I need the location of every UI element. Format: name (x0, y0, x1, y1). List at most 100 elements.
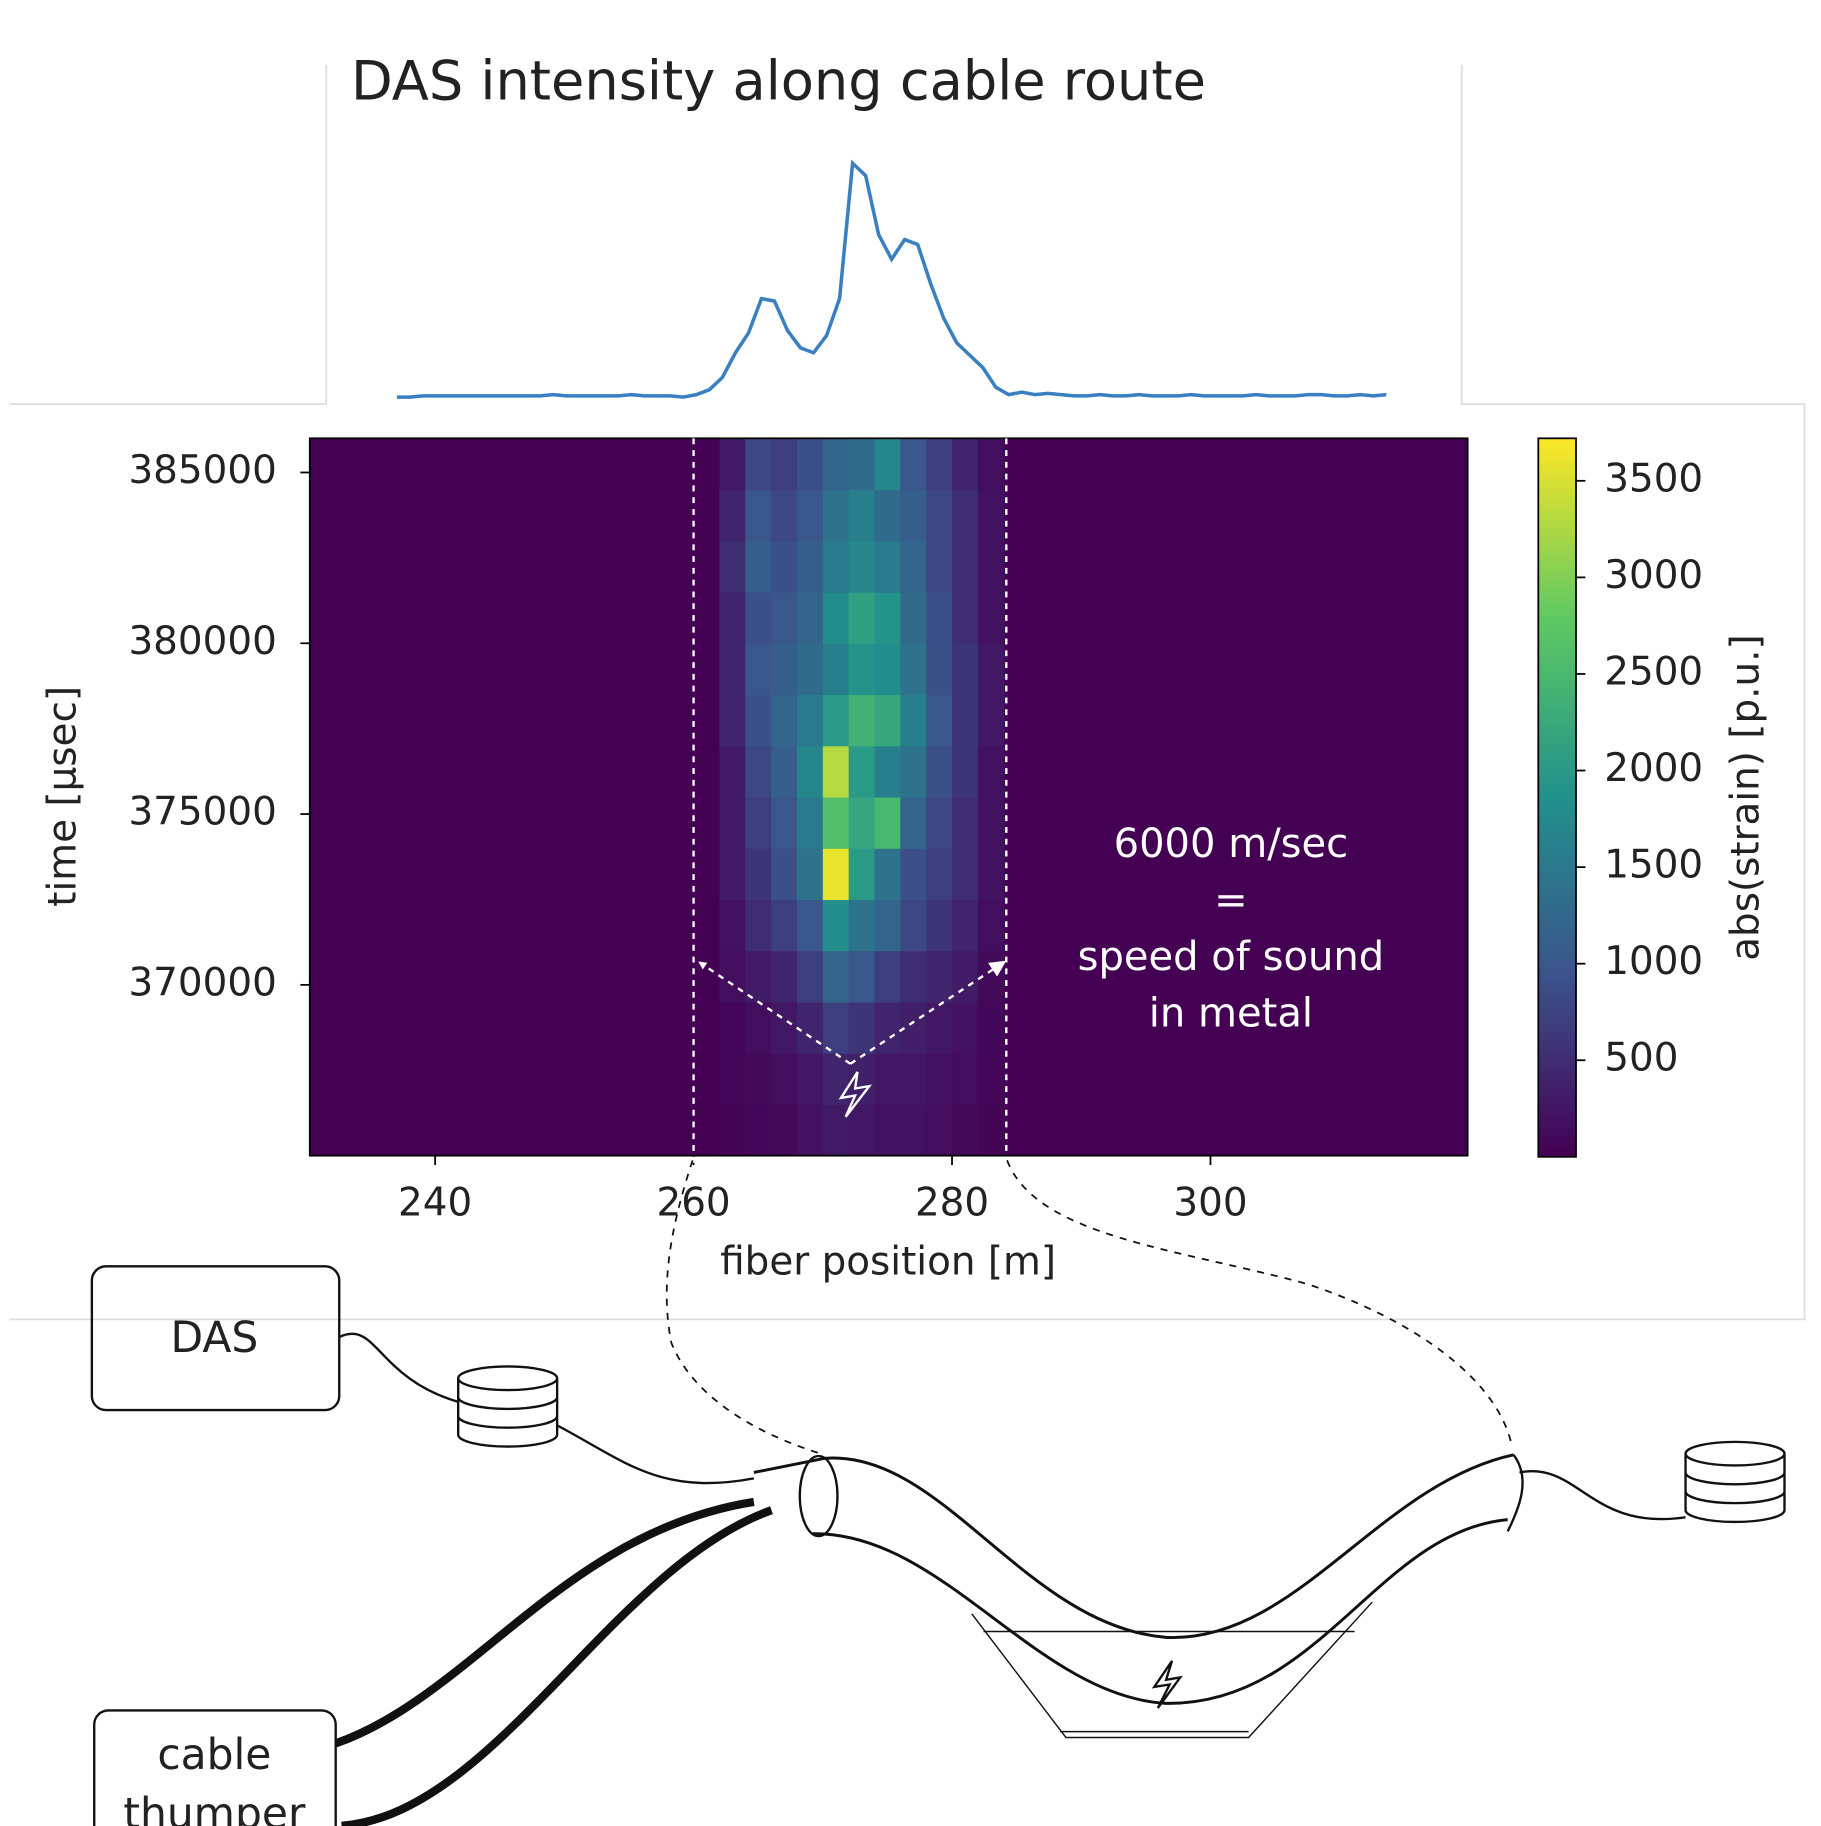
cell (719, 592, 746, 644)
cell (952, 1001, 979, 1054)
cell (771, 1001, 798, 1054)
cell (719, 438, 746, 491)
fiber (1519, 1470, 1686, 1521)
cell (874, 1001, 901, 1054)
cell (926, 950, 953, 1003)
cell (745, 592, 772, 644)
spool (1684, 1440, 1786, 1524)
cell (719, 848, 746, 901)
line (396, 159, 1387, 399)
cell (771, 796, 798, 849)
colorbar-tick-label: 3500 (1604, 456, 1703, 501)
cell (874, 1104, 901, 1157)
cell (771, 1104, 798, 1157)
das-box (90, 1265, 341, 1412)
cell (848, 745, 876, 798)
cell (900, 950, 927, 1003)
cell (952, 745, 979, 798)
cell (822, 643, 850, 696)
cell (745, 848, 772, 901)
cell (900, 899, 927, 952)
heatmap: 240 260 280 300 370000 375000 380000 385000 fibe… (40, 437, 1768, 1285)
cell (771, 848, 798, 901)
cell (745, 1104, 772, 1157)
cell (977, 592, 1005, 644)
cell (796, 643, 824, 696)
annotation: speed of sound (1078, 934, 1384, 980)
cell (900, 438, 927, 491)
cell (822, 1104, 850, 1157)
cell (719, 899, 746, 952)
y-tick-label: 380000 (128, 619, 276, 664)
colorbar-tick-label: 3000 (1604, 553, 1703, 598)
cell (952, 848, 979, 901)
cell (926, 796, 953, 849)
cell (719, 643, 746, 696)
cell (745, 1001, 772, 1054)
cell (952, 643, 979, 696)
cell (796, 489, 824, 542)
cell (796, 592, 824, 644)
cell (874, 848, 901, 901)
cell (745, 950, 772, 1003)
cell (796, 1001, 824, 1054)
cell (926, 694, 953, 747)
cell (822, 1001, 850, 1054)
cell (848, 592, 876, 644)
cell (796, 796, 824, 849)
cell (900, 489, 927, 542)
cell (900, 745, 927, 798)
cell (926, 1053, 953, 1105)
cell (719, 1053, 746, 1105)
cell (822, 796, 850, 849)
cell (848, 848, 876, 901)
cell (745, 1053, 772, 1105)
line-chart (396, 159, 1387, 399)
cell (745, 643, 772, 696)
cell (977, 848, 1005, 901)
cell (952, 1053, 979, 1105)
cell (926, 540, 953, 593)
colorbar-label: abs(strain) [p.u.] (1723, 634, 1768, 960)
cell (900, 540, 927, 593)
cell (796, 438, 824, 491)
cell (796, 848, 824, 901)
colorbar (1537, 437, 1577, 1158)
cell (848, 438, 876, 491)
cell (745, 540, 772, 593)
cell (926, 745, 953, 798)
cell (977, 489, 1005, 542)
cell (771, 540, 798, 593)
cell (952, 796, 979, 849)
y-tick-label: 375000 (128, 790, 276, 835)
cell (926, 643, 953, 696)
cell (977, 694, 1005, 747)
cell (900, 1053, 927, 1105)
colorbar-tick-label: 1000 (1604, 939, 1703, 984)
cell (952, 694, 979, 747)
cell (796, 540, 824, 593)
cell (848, 643, 876, 696)
cell (900, 643, 927, 696)
colorbar-tick-label: 1500 (1604, 843, 1703, 888)
cell (848, 489, 876, 542)
cell (900, 592, 927, 644)
cell (848, 1104, 876, 1157)
cell (952, 592, 979, 644)
fiber (338, 1332, 755, 1485)
cell (952, 438, 979, 491)
colorbar-tick-label: 500 (1604, 1036, 1678, 1081)
cell (926, 438, 953, 491)
cell (900, 848, 927, 901)
cell (796, 745, 824, 798)
link (665, 1160, 1513, 1456)
cell (822, 489, 850, 542)
cell (874, 643, 901, 696)
cell (745, 694, 772, 747)
cell (874, 796, 901, 849)
thumper-label: thumper (123, 1789, 306, 1826)
cell (719, 796, 746, 849)
cell (900, 1001, 927, 1054)
cable-end (1506, 1454, 1524, 1532)
